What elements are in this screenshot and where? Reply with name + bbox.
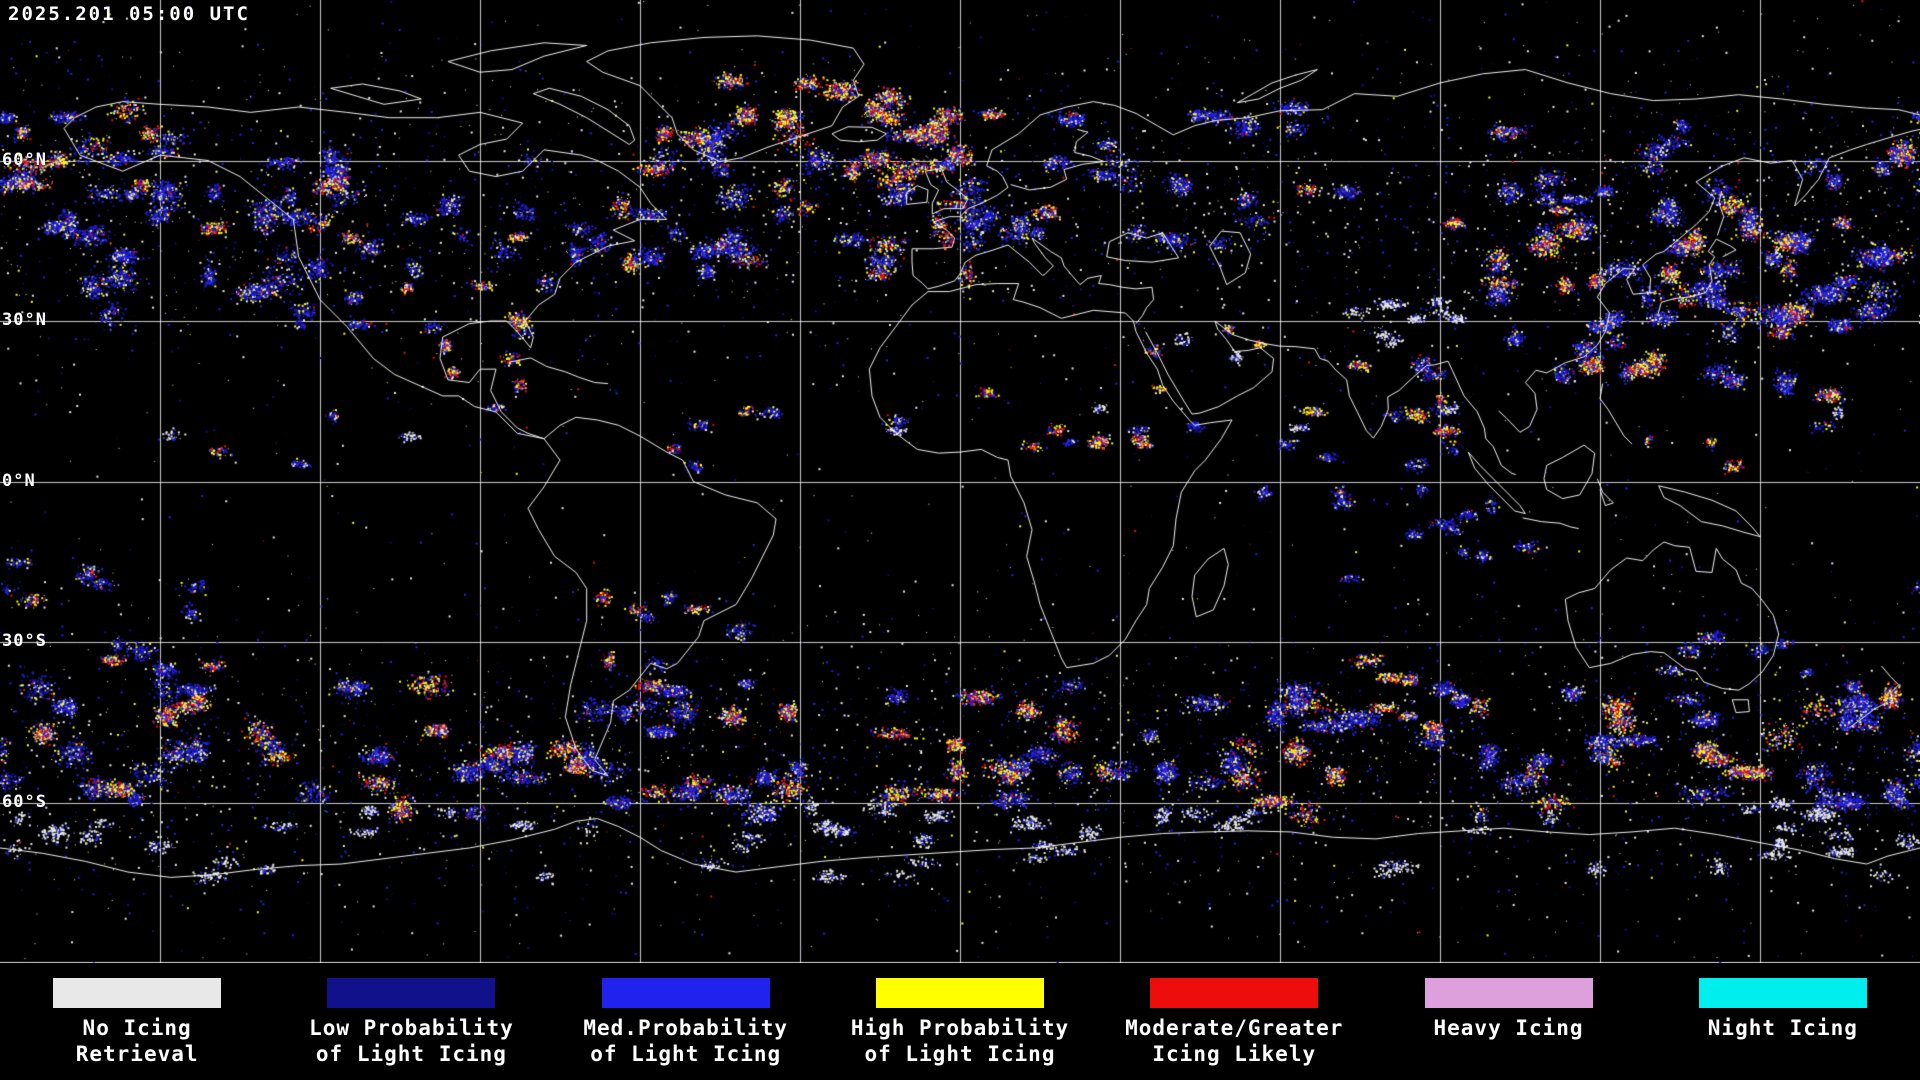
legend-item-no-icing-retrieval: No Icing Retrieval — [0, 963, 274, 1067]
timestamp-label: 2025.201 05:00 UTC — [8, 3, 250, 25]
legend-item-moderate-greater: Moderate/Greater Icing Likely — [1097, 963, 1371, 1067]
legend-label-med-probability: Med.Probability of Light Icing — [583, 1016, 789, 1066]
legend-label-heavy-icing: Heavy Icing — [1433, 1016, 1584, 1040]
legend-swatch-night-icing — [1698, 978, 1867, 1008]
legend-item-med-probability: Med.Probability of Light Icing — [549, 963, 823, 1067]
legend-label-moderate-greater: Moderate/Greater Icing Likely — [1125, 1016, 1344, 1066]
legend-bar: No Icing Retrieval Low Probability of Light… — [0, 963, 1920, 1080]
legend-item-night-icing: Night Icing — [1646, 963, 1920, 1041]
legend-item-high-probability: High Probability of Light Icing — [823, 963, 1097, 1067]
legend-item-low-probability: Low Probability of Light Icing — [274, 963, 548, 1067]
legend-label-night-icing: Night Icing — [1707, 1016, 1858, 1040]
latitude-label-60n: 60°N — [2, 149, 47, 170]
latitude-label-0n: 0°N — [2, 470, 36, 491]
latitude-label-60s: 60°S — [2, 791, 47, 812]
legend-item-heavy-icing: Heavy Icing — [1371, 963, 1645, 1041]
legend-swatch-heavy-icing — [1424, 978, 1593, 1008]
legend-swatch-high-probability — [875, 978, 1044, 1008]
legend-swatch-med-probability — [601, 978, 770, 1008]
legend-label-high-probability: High Probability of Light Icing — [850, 1016, 1070, 1066]
legend-swatch-no-icing-retrieval — [53, 978, 222, 1008]
legend-label-low-probability: Low Probability of Light Icing — [309, 1016, 514, 1066]
world-icing-map: 2025.201 05:00 UTC 60°N 30°N 0°N 30°S 60°S — [0, 0, 1920, 963]
latitude-label-30s: 30°S — [2, 631, 47, 651]
icing-map-canvas — [0, 0, 1920, 963]
legend-swatch-moderate-greater — [1150, 978, 1319, 1008]
legend-label-no-icing-retrieval: No Icing Retrieval — [75, 1016, 199, 1066]
legend-swatch-low-probability — [327, 978, 496, 1008]
latitude-label-30n: 30°N — [2, 310, 47, 330]
